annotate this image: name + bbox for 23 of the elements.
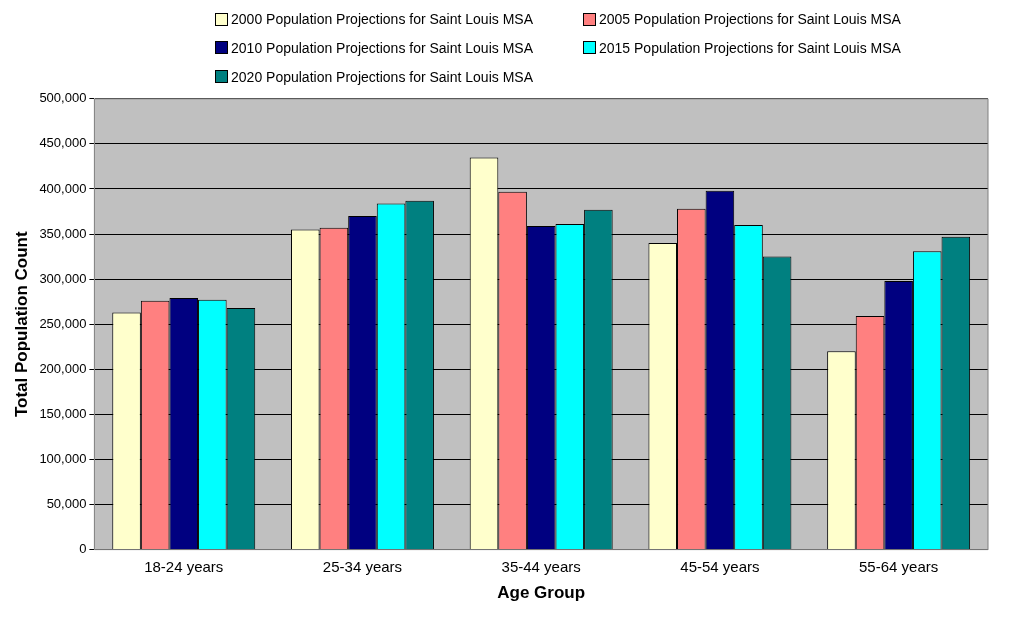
y-tick-label: 100,000 xyxy=(39,451,87,467)
x-tick-label: 18-24 years xyxy=(144,557,224,575)
y-tick-label: 200,000 xyxy=(39,360,87,376)
y-tick-label: 150,000 xyxy=(39,405,87,421)
x-tick-label: 35-44 years xyxy=(501,557,581,575)
y-tick-label: 50,000 xyxy=(46,496,87,512)
legend-label: 2020 Population Projections for Saint Louis MSA xyxy=(231,68,533,85)
legend-label: 2010 Population Projections for Saint Louis MSA xyxy=(231,39,533,56)
x-tick-label: 55-64 years xyxy=(859,557,939,575)
y-tick-label: 450,000 xyxy=(39,135,87,151)
y-tick-label: 350,000 xyxy=(39,225,87,241)
y-tick-label: 250,000 xyxy=(39,315,87,331)
x-axis-title: Age Group xyxy=(497,583,586,603)
x-tick-label: 25-34 years xyxy=(322,557,403,575)
y-tick-label: 400,000 xyxy=(39,180,87,196)
legend-label: 2005 Population Projections for Saint Louis MSA xyxy=(599,11,901,28)
y-tick-label: 300,000 xyxy=(39,270,87,286)
y-tick-label: 0 xyxy=(79,541,87,557)
x-tick-label: 45-54 years xyxy=(680,557,760,575)
y-axis-title: Total Population Count xyxy=(11,231,31,418)
y-tick-label: 500,000 xyxy=(39,90,87,106)
legend-label: 2015 Population Projections for Saint Louis MSA xyxy=(599,39,901,56)
legend-label: 2000 Population Projections for Saint Louis MSA xyxy=(231,11,533,28)
